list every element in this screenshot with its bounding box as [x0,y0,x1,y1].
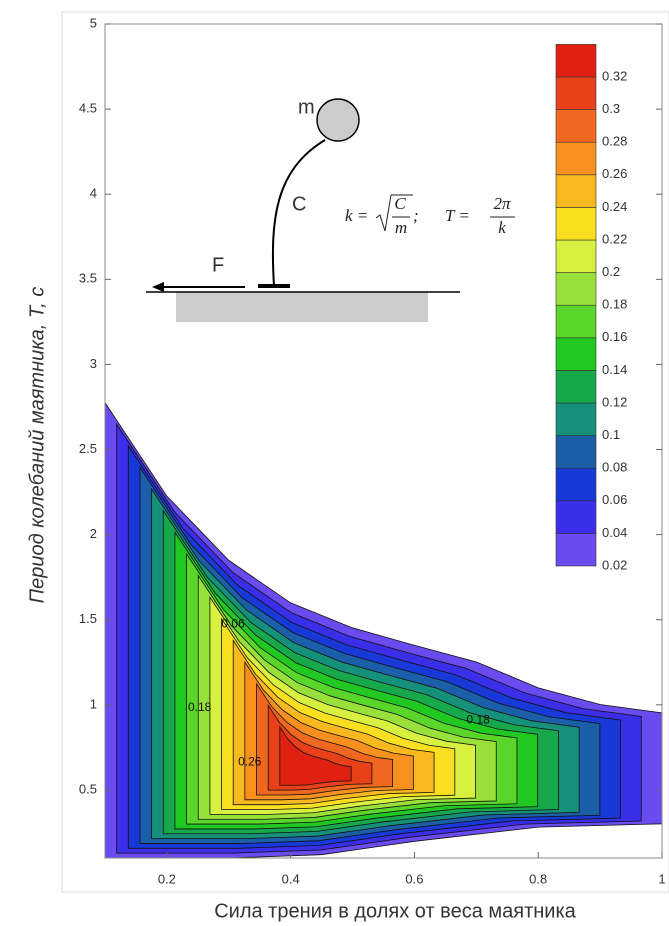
colorbar-label: 0.24 [602,199,627,214]
formula: k = [345,206,368,225]
colorbar-label: 0.12 [602,394,627,409]
x-tick-label: 1 [658,871,665,886]
formula: 2π [493,194,511,213]
y-tick-label: 1 [90,696,97,711]
x-tick-label: 0.2 [158,871,176,886]
colorbar-band [555,109,597,143]
formula: k [498,218,506,237]
colorbar-band [555,304,597,339]
mass-ball [316,98,360,142]
colorbar-band [555,174,597,208]
spring-rod [271,139,326,287]
formula: T = [445,206,470,225]
colorbar-label: 0.14 [602,362,627,377]
sqrt-sign [375,194,413,232]
formula: ; [413,206,419,225]
colorbar-band [555,500,597,534]
colorbar-band [555,435,597,469]
y-tick-label: 5 [90,15,97,30]
contour-label: 0.18 [467,713,491,727]
y-tick-label: 0.5 [79,781,97,796]
colorbar-label: 0.32 [602,68,627,83]
colorbar: 0.02 0.04 0.06 0.08 0.1 0.12 0.14 0.16 0.18 0.2 0.… [555,44,627,572]
colorbar-band [555,467,597,502]
y-axis-label: Период колебаний маятника, T, c [26,287,48,604]
inset: m C F k = C m ; T = 2π k [146,96,515,322]
colorbar-label: 0.06 [602,492,627,507]
label-f: F [212,254,224,276]
colorbar-band [555,239,597,273]
y-tick-label: 3.5 [79,271,97,286]
colorbar-label: 0.04 [602,525,627,540]
x-tick-label: 0.8 [529,871,547,886]
y-tick-label: 2 [90,526,97,541]
colorbar-label: 0.02 [602,557,627,572]
colorbar-label: 0.2 [602,264,620,279]
contour-label: 0.18 [188,700,212,714]
contour-label: 0.06 [221,617,245,631]
formula: C [394,194,406,213]
colorbar-label: 0.1 [602,427,620,442]
colorbar-band [555,272,597,306]
x-tick-label: 0.6 [405,871,423,886]
colorbar-label: 0.22 [602,231,627,246]
label-m: m [298,96,315,118]
axes-box [104,23,663,859]
colorbar-band [555,76,597,110]
y-tick-label: 3 [90,356,97,371]
y-tick-label: 1.5 [79,611,97,626]
colorbar-band [555,44,597,78]
colorbar-band [555,533,597,567]
label-c: C [292,193,306,215]
formula: m [395,218,407,237]
colorbar-label: 0.18 [602,297,627,312]
contour-region [279,725,352,786]
colorbar-label: 0.16 [602,329,627,344]
ground [176,292,428,322]
x-tick-label: 0.4 [282,871,300,886]
colorbar-label: 0.28 [602,134,627,149]
colorbar-band [555,370,597,404]
colorbar-label: 0.26 [602,166,627,181]
contour-label: 0.26 [238,754,262,768]
y-tick-label: 2.5 [79,441,97,456]
x-axis-label: Сила трения в долях от веса маятника [214,900,576,922]
plot: 0.06 0.18 0.26 0.18 [104,401,663,859]
colorbar-band [555,207,597,241]
colorbar-band [555,141,597,176]
colorbar-label: 0.08 [602,460,627,475]
arrow-head [152,282,164,292]
y-tick-label: 4.5 [79,101,97,116]
colorbar-band [555,337,597,371]
colorbar-band [555,402,597,436]
y-tick-label: 4 [90,186,97,201]
colorbar-label: 0.3 [602,101,620,116]
